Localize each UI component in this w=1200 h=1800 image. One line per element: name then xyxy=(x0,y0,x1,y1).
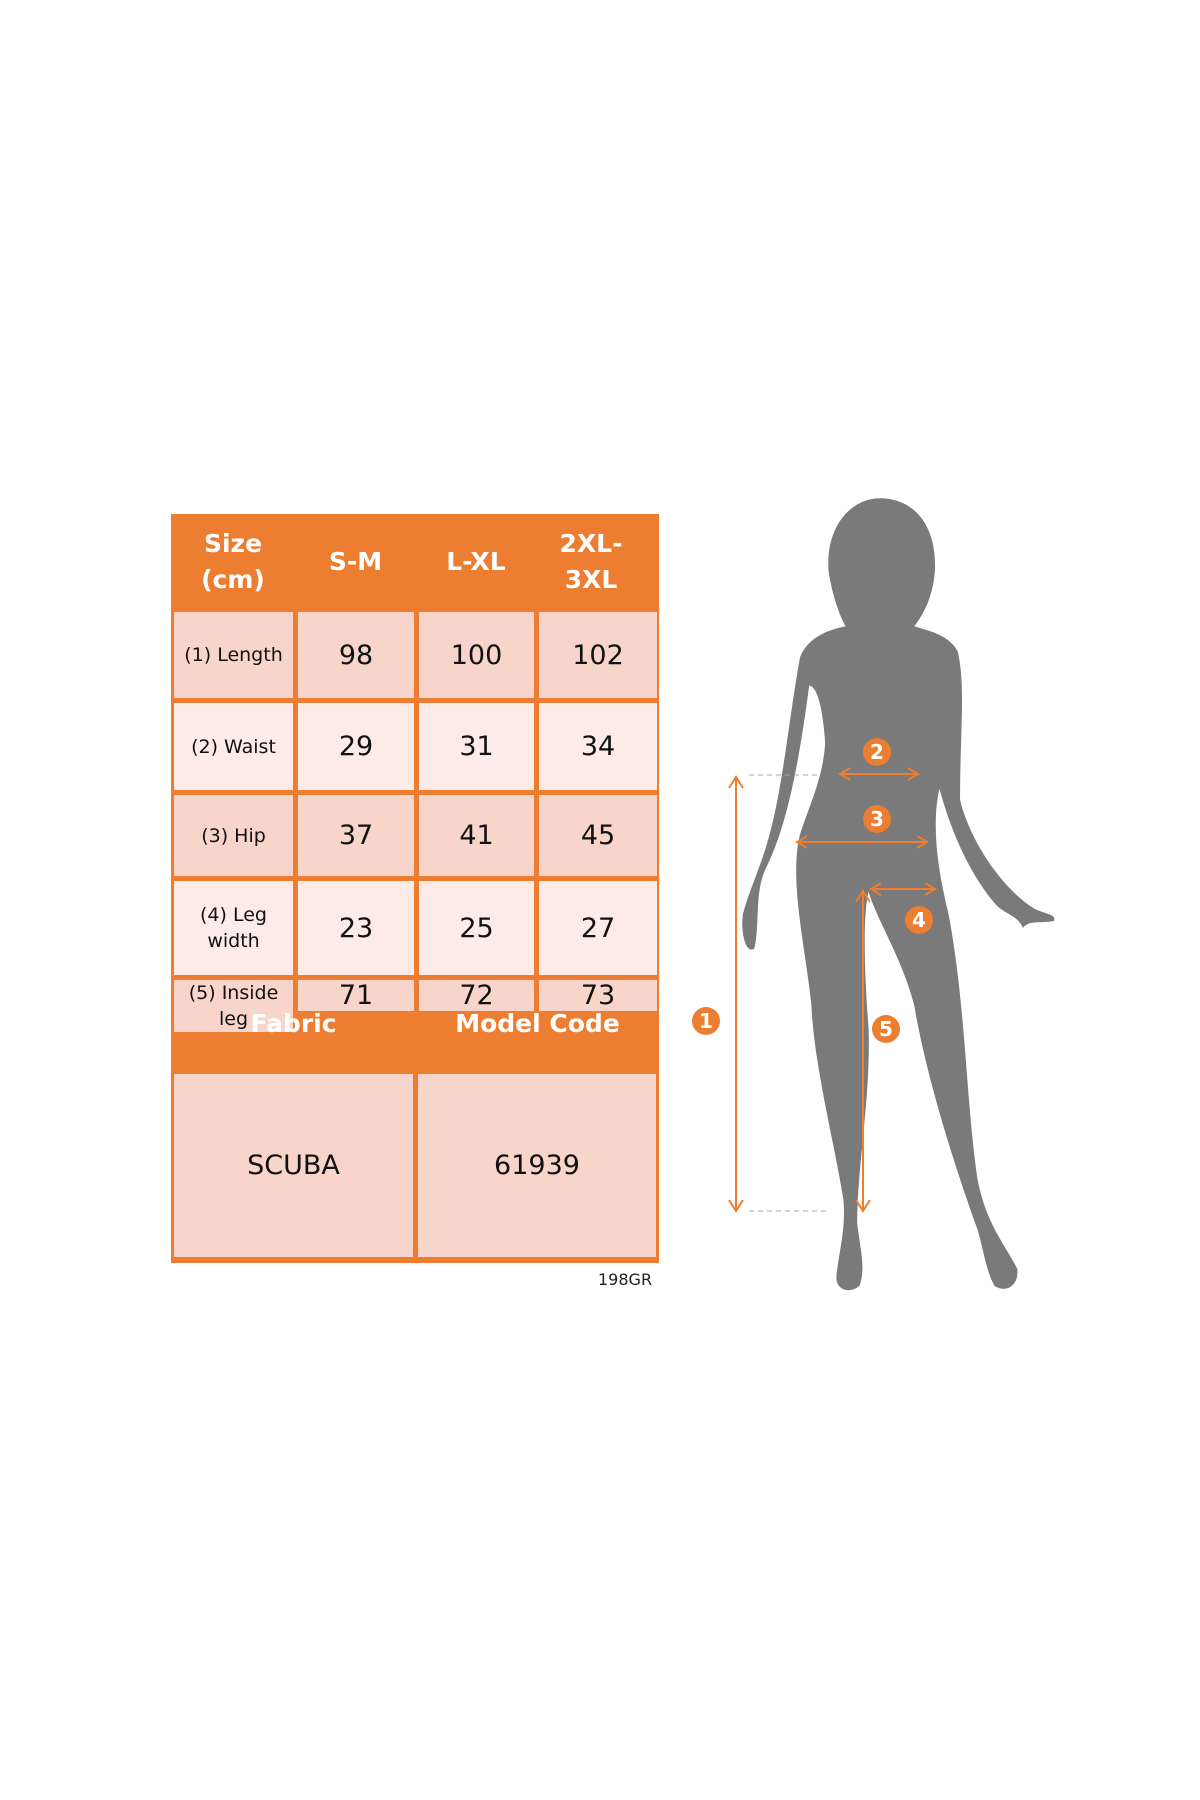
marker-1: 1 xyxy=(692,1007,720,1035)
row-value: 31 xyxy=(419,703,534,790)
row-label: (2) Waist xyxy=(174,703,293,790)
model-code-value: 61939 xyxy=(418,1074,656,1257)
row-value: 27 xyxy=(539,881,657,975)
header-model-code: Model Code xyxy=(455,1009,620,1038)
marker-label: 5 xyxy=(879,1017,893,1041)
fabric-value: SCUBA xyxy=(174,1074,413,1257)
header-fabric: Fabric xyxy=(250,1009,337,1038)
row-label: (5) Inside leg xyxy=(174,980,293,1032)
row-value: 45 xyxy=(539,795,657,876)
guide-lines xyxy=(749,774,829,1212)
header-s-m: S-M xyxy=(328,546,383,576)
silhouette-shape xyxy=(742,498,1055,1291)
row-value: 25 xyxy=(419,881,534,975)
marker-label: 1 xyxy=(699,1009,713,1033)
row-value: 72 xyxy=(419,980,534,1011)
row-value: 100 xyxy=(419,612,534,698)
header-size: Size (cm) xyxy=(201,528,265,594)
row-value: 102 xyxy=(539,612,657,698)
marker-3: 3 xyxy=(863,805,891,833)
row-value: 34 xyxy=(539,703,657,790)
silhouette xyxy=(742,498,1055,1291)
row-value: 23 xyxy=(298,881,414,975)
marker-label: 4 xyxy=(912,908,926,932)
marker-2: 2 xyxy=(863,738,891,766)
row-value: 41 xyxy=(419,795,534,876)
header-2xl-3xl: 2XL-3XL xyxy=(559,528,623,594)
header-l-xl: L-XL xyxy=(446,546,506,576)
marker-5: 5 xyxy=(872,1015,900,1043)
row-value: 37 xyxy=(298,795,414,876)
marker-label: 3 xyxy=(870,807,884,831)
row-value: 71 xyxy=(298,980,414,1011)
row-value: 73 xyxy=(539,980,657,1011)
measure-lines xyxy=(728,767,937,1213)
row-value: 29 xyxy=(298,703,414,790)
row-label: (1) Length xyxy=(174,612,293,698)
image-code: 198GR xyxy=(598,1270,653,1289)
row-label: (3) Hip xyxy=(174,795,293,876)
size-table: Size (cm) S-M L-XL 2XL-3XL (1) Length 98 1… xyxy=(171,514,659,1263)
markers: 1 2 3 4 5 xyxy=(692,738,933,1043)
marker-label: 2 xyxy=(870,740,884,764)
marker-4: 4 xyxy=(905,906,933,934)
row-label: (4) Leg width xyxy=(174,881,293,975)
row-value: 98 xyxy=(298,612,414,698)
